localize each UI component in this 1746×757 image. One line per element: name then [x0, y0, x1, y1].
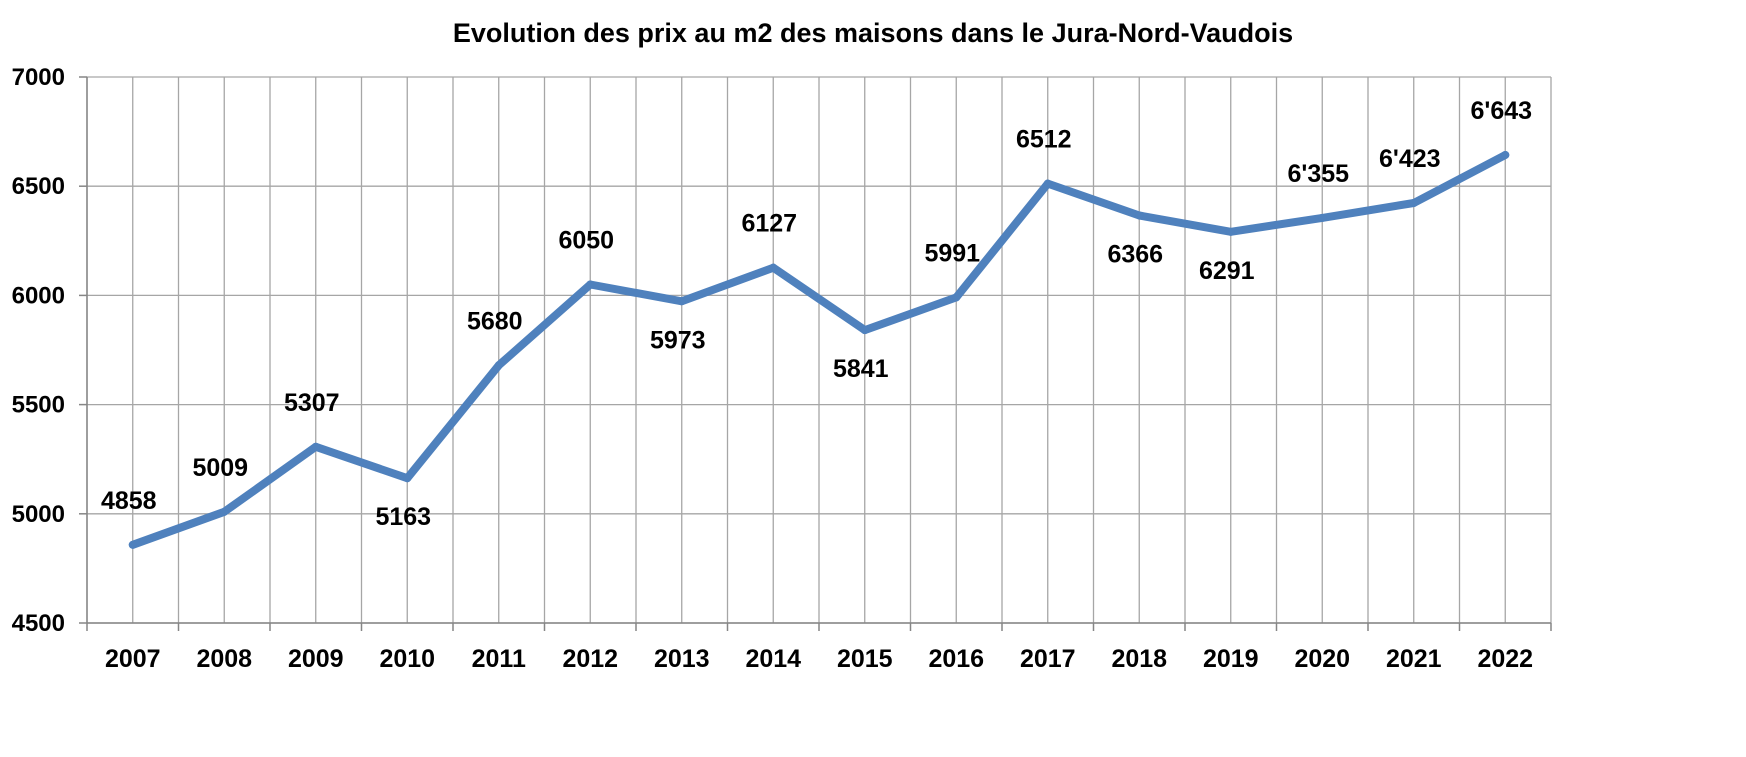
data-label: 6'355: [1287, 160, 1349, 188]
x-tick-label: 2011: [472, 645, 526, 673]
x-tick-label: 2019: [1203, 645, 1259, 673]
y-tick-label: 5500: [12, 392, 65, 419]
data-point: [403, 474, 412, 483]
data-point: [586, 280, 595, 289]
x-tick-label: 2010: [379, 645, 435, 673]
x-tick-label: 2012: [562, 645, 618, 673]
series-line: [128, 151, 1510, 549]
x-tick-label: 2009: [288, 645, 344, 673]
data-label: 6050: [558, 226, 614, 254]
x-tick-label: 2008: [196, 645, 252, 673]
data-label: 5991: [924, 239, 980, 267]
data-point: [1318, 213, 1327, 222]
data-point: [1501, 150, 1510, 159]
data-point: [677, 297, 686, 306]
data-label: 5680: [467, 307, 523, 335]
chart-title: Evolution des prix au m2 des maisons dan…: [453, 18, 1293, 48]
x-tick-label: 2018: [1111, 645, 1167, 673]
data-point: [1409, 199, 1418, 208]
x-tick-label: 2014: [745, 645, 801, 673]
data-label: 6366: [1107, 240, 1163, 268]
data-label: 6'423: [1379, 145, 1441, 173]
y-tick-label: 6500: [12, 173, 65, 200]
grid: [86, 76, 1552, 624]
series-layer: [128, 150, 1510, 549]
data-point: [220, 507, 229, 516]
data-point: [1135, 211, 1144, 220]
x-tick-label: 2013: [654, 645, 710, 673]
data-label: 5009: [192, 454, 248, 482]
data-label: 5841: [833, 355, 889, 383]
data-label: 6127: [741, 210, 797, 238]
data-point: [1043, 179, 1052, 188]
data-labels: 4858 5009 5307 5163 5680 6050 5973 6127 5841 5991…: [101, 97, 1532, 531]
x-tick-label: 2020: [1294, 645, 1350, 673]
x-tick-label: 2017: [1020, 645, 1076, 673]
data-point: [769, 263, 778, 272]
data-point: [1226, 227, 1235, 236]
axes: 4500 5000 5500 6000 6500 7000 2007 2008 2009 2010…: [12, 64, 1552, 673]
data-label: 6512: [1016, 126, 1072, 154]
data-label: 4858: [101, 487, 157, 515]
data-point: [860, 326, 869, 335]
y-tick-label: 4500: [12, 610, 65, 637]
y-tick-label: 5000: [12, 501, 65, 528]
data-label: 5163: [375, 503, 431, 531]
data-label: 5973: [650, 326, 706, 354]
x-tick-label: 2007: [105, 645, 161, 673]
data-point: [952, 293, 961, 302]
data-point: [311, 442, 320, 451]
x-tick-label: 2016: [928, 645, 984, 673]
x-tick-label: 2015: [837, 645, 893, 673]
data-point: [128, 540, 137, 549]
data-label: 6'643: [1470, 97, 1532, 125]
y-tick-label: 7000: [12, 64, 65, 91]
data-label: 6291: [1199, 257, 1255, 285]
x-tick-label: 2021: [1386, 645, 1442, 673]
data-point: [494, 361, 503, 370]
y-tick-label: 6000: [12, 282, 65, 309]
data-label: 5307: [284, 389, 340, 417]
x-tick-label: 2022: [1477, 645, 1533, 673]
